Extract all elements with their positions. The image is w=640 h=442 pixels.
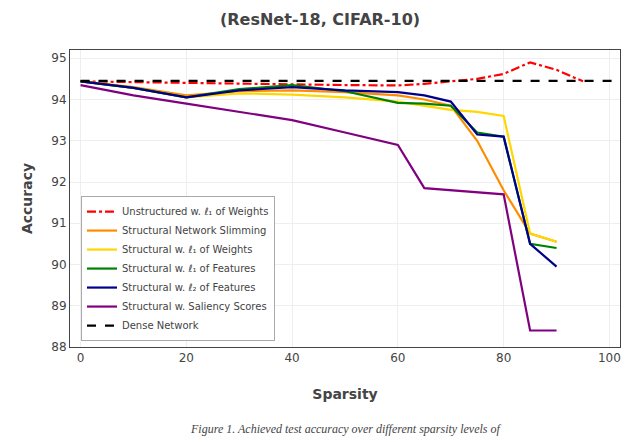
svg-text:93: 93 xyxy=(51,134,66,148)
svg-text:100: 100 xyxy=(598,351,621,365)
svg-text:Sparsity: Sparsity xyxy=(312,386,377,402)
svg-text:Structural w. ℓ₂ of Features: Structural w. ℓ₂ of Features xyxy=(122,282,255,293)
svg-text:Structural w. Saliency Scores: Structural w. Saliency Scores xyxy=(122,301,267,312)
svg-text:80: 80 xyxy=(496,351,511,365)
svg-text:91: 91 xyxy=(51,216,66,230)
svg-text:(ResNet-18, CIFAR-10): (ResNet-18, CIFAR-10) xyxy=(220,10,420,29)
svg-text:60: 60 xyxy=(390,351,405,365)
svg-text:94: 94 xyxy=(51,93,66,107)
svg-text:Figure 1. Achieved test accura: Figure 1. Achieved test accuracy over di… xyxy=(190,422,501,436)
svg-text:0: 0 xyxy=(77,351,85,365)
svg-text:40: 40 xyxy=(284,351,299,365)
svg-text:95: 95 xyxy=(51,51,66,65)
svg-text:88: 88 xyxy=(51,340,66,354)
svg-text:92: 92 xyxy=(51,175,66,189)
svg-text:Structural w. ℓ₁ of Features: Structural w. ℓ₁ of Features xyxy=(122,263,255,274)
svg-text:Structural w. ℓ₁ of Weights: Structural w. ℓ₁ of Weights xyxy=(122,244,252,255)
svg-text:Structural Network Slimming: Structural Network Slimming xyxy=(122,225,266,236)
svg-text:89: 89 xyxy=(51,299,66,313)
svg-text:Accuracy: Accuracy xyxy=(19,163,35,234)
svg-text:20: 20 xyxy=(179,351,194,365)
svg-text:Unstructured w. ℓ₁ of Weights: Unstructured w. ℓ₁ of Weights xyxy=(122,206,268,217)
svg-text:Dense Network: Dense Network xyxy=(122,320,199,331)
svg-text:90: 90 xyxy=(51,258,66,272)
